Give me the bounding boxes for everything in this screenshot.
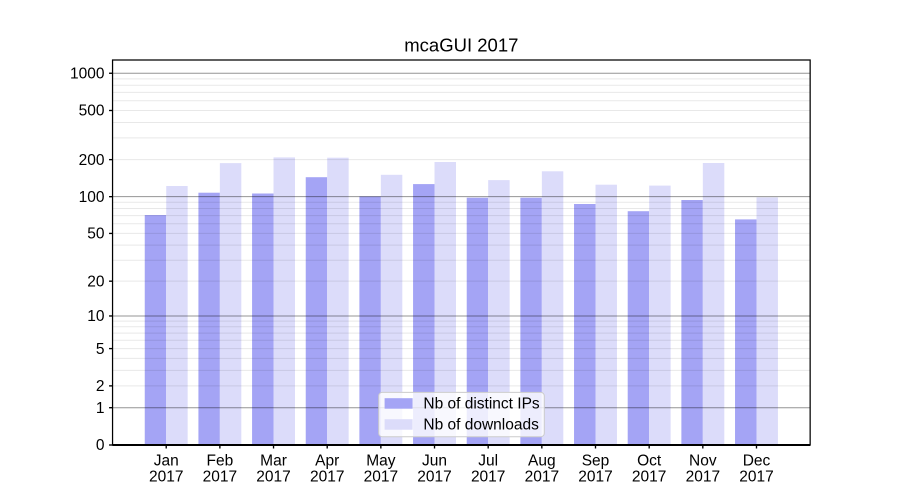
svg-text:Oct: Oct: [637, 453, 662, 470]
svg-text:2017: 2017: [310, 469, 344, 486]
svg-text:20: 20: [87, 273, 105, 290]
svg-text:2017: 2017: [471, 469, 505, 486]
svg-text:200: 200: [79, 152, 105, 169]
svg-text:2017: 2017: [632, 469, 666, 486]
svg-text:Apr: Apr: [315, 453, 339, 470]
svg-text:Dec: Dec: [743, 453, 771, 470]
svg-text:2017: 2017: [525, 469, 559, 486]
svg-text:2017: 2017: [417, 469, 451, 486]
svg-text:1: 1: [96, 400, 105, 417]
svg-text:100: 100: [79, 189, 105, 206]
svg-text:Sep: Sep: [582, 453, 610, 470]
svg-text:5: 5: [96, 341, 105, 358]
svg-text:Mar: Mar: [260, 453, 287, 470]
svg-text:Jan: Jan: [154, 453, 179, 470]
svg-text:2017: 2017: [364, 469, 398, 486]
svg-text:Feb: Feb: [207, 453, 234, 470]
svg-text:mcaGUI 2017: mcaGUI 2017: [404, 35, 518, 56]
svg-text:0: 0: [96, 437, 105, 454]
svg-text:2017: 2017: [739, 469, 773, 486]
svg-text:10: 10: [87, 308, 105, 325]
svg-text:2: 2: [96, 378, 105, 395]
svg-text:2017: 2017: [686, 469, 720, 486]
svg-text:2017: 2017: [203, 469, 237, 486]
svg-text:Nb of distinct IPs: Nb of distinct IPs: [423, 395, 540, 412]
svg-text:2017: 2017: [149, 469, 183, 486]
svg-text:Jun: Jun: [422, 453, 447, 470]
svg-text:500: 500: [79, 103, 105, 120]
svg-text:Jul: Jul: [478, 453, 498, 470]
svg-text:May: May: [366, 453, 396, 470]
svg-text:Aug: Aug: [528, 453, 556, 470]
svg-text:Nov: Nov: [689, 453, 717, 470]
svg-text:Nb of downloads: Nb of downloads: [423, 416, 539, 433]
svg-text:50: 50: [87, 226, 105, 243]
svg-text:2017: 2017: [256, 469, 290, 486]
svg-text:2017: 2017: [578, 469, 612, 486]
svg-text:1000: 1000: [70, 65, 105, 82]
